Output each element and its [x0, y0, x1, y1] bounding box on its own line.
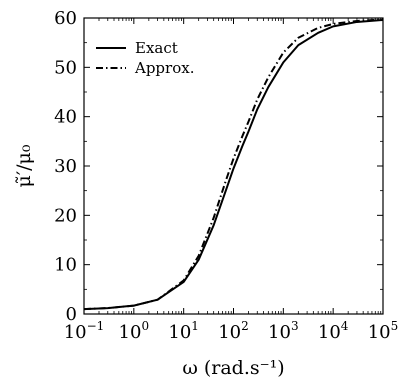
y-tick-label: 10 [54, 255, 77, 276]
series-line-approx [83, 18, 384, 311]
y-tick-label: 20 [54, 205, 77, 226]
series-layer [83, 18, 384, 311]
y-tick-label: 0 [66, 304, 77, 325]
plot-frame [83, 17, 384, 315]
x-tick-label: 101 [168, 319, 199, 343]
y-tick-label: 60 [54, 8, 77, 29]
ticks-layer: 0 10 20 30 40 50 60 10−1 100 101 102 103 104 105 [54, 8, 398, 343]
y-tick-label: 50 [54, 57, 77, 78]
x-axis-label: ω (rad.s⁻¹) [182, 357, 284, 379]
legend-label: Approx. [134, 59, 194, 77]
y-axis-label: μ̃′/μ₀ [13, 144, 35, 187]
x-tick-label: 100 [119, 319, 150, 343]
series-line-exact [83, 18, 384, 311]
x-tick-label: 104 [318, 319, 349, 343]
legend: Exact Approx. [96, 39, 194, 77]
x-tick-label: 103 [268, 319, 299, 343]
x-tick-label: 105 [368, 319, 399, 343]
x-tick-label: 102 [218, 319, 249, 343]
x-tick-label: 10−1 [64, 319, 105, 343]
y-tick-label: 40 [54, 107, 77, 128]
legend-label: Exact [135, 39, 178, 57]
y-tick-label: 30 [54, 156, 77, 177]
